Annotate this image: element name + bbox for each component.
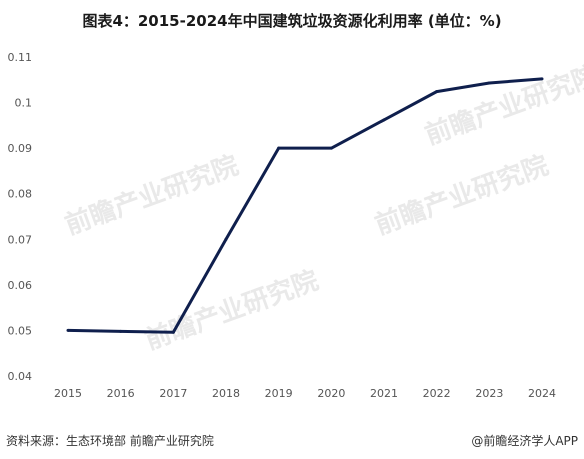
- data-point: [487, 81, 491, 85]
- x-tick-label: 2016: [107, 387, 135, 400]
- x-tick-label: 2019: [265, 387, 293, 400]
- y-tick-label: 0.1: [15, 97, 33, 110]
- data-point: [329, 146, 333, 150]
- source-note: 资料来源：生态环境部 前瞻产业研究院: [6, 434, 214, 448]
- data-point: [119, 329, 123, 333]
- y-tick-label: 0.08: [8, 188, 33, 201]
- chart-title: 图表4：2015-2024年中国建筑垃圾资源化利用率 (单位：%): [82, 12, 502, 30]
- brand-label: @前瞻经济学人APP: [471, 434, 578, 448]
- y-tick-label: 0.04: [8, 370, 33, 383]
- y-tick-label: 0.09: [8, 142, 33, 155]
- x-tick-label: 2017: [159, 387, 187, 400]
- data-point: [66, 328, 70, 332]
- x-tick-label: 2023: [475, 387, 503, 400]
- x-tick-label: 2024: [528, 387, 556, 400]
- data-point: [540, 77, 544, 81]
- data-point: [224, 237, 228, 241]
- data-point: [171, 330, 175, 334]
- x-tick-label: 2022: [423, 387, 451, 400]
- y-tick-label: 0.07: [8, 233, 33, 246]
- y-tick-label: 0.11: [8, 51, 33, 64]
- data-point: [435, 90, 439, 94]
- y-tick-label: 0.05: [8, 324, 33, 337]
- series-line: [67, 77, 543, 334]
- data-point: [277, 146, 281, 150]
- x-tick-label: 2020: [317, 387, 345, 400]
- x-tick-label: 2018: [212, 387, 240, 400]
- x-tick-label: 2015: [54, 387, 82, 400]
- x-tick-label: 2021: [370, 387, 398, 400]
- data-point: [382, 118, 386, 122]
- y-tick-label: 0.06: [8, 279, 33, 292]
